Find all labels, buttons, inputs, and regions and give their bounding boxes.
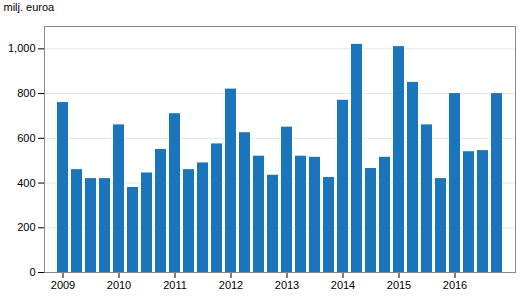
svg-text:2016: 2016 [443, 279, 467, 291]
svg-text:1,000: 1,000 [8, 42, 36, 54]
svg-text:2012: 2012 [219, 279, 243, 291]
svg-text:2013: 2013 [275, 279, 299, 291]
svg-text:600: 600 [17, 132, 35, 144]
svg-text:800: 800 [17, 87, 35, 99]
svg-text:2014: 2014 [331, 279, 355, 291]
svg-text:2010: 2010 [107, 279, 131, 291]
svg-text:2009: 2009 [51, 279, 75, 291]
svg-text:200: 200 [17, 221, 35, 233]
svg-text:2011: 2011 [163, 279, 187, 291]
svg-text:0: 0 [29, 266, 35, 278]
svg-text:milj. euroa: milj. euroa [4, 1, 56, 13]
svg-text:2015: 2015 [387, 279, 411, 291]
svg-text:400: 400 [17, 177, 35, 189]
